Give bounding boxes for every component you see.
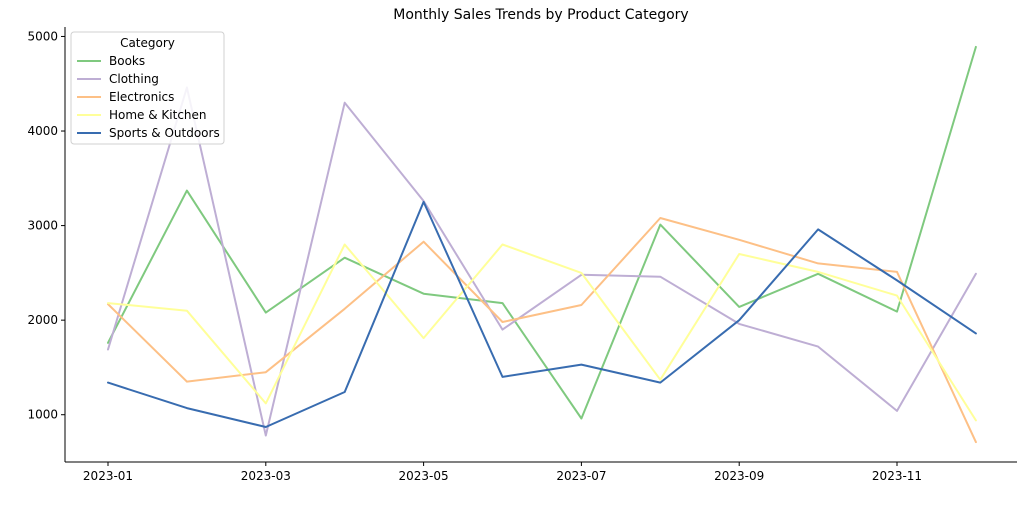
series-line-books [107, 45, 977, 420]
legend: Category Books Clothing Electronics Home & K… [70, 31, 225, 145]
legend-entry: Books [109, 54, 145, 68]
y-tick-label: 2000 [27, 313, 58, 327]
legend-entry: Home & Kitchen [109, 108, 207, 122]
legend-entry: Clothing [109, 72, 159, 86]
x-tick-label: 2023-07 [556, 469, 606, 483]
x-tick-label: 2023-05 [399, 469, 449, 483]
x-tick-label: 2023-09 [714, 469, 764, 483]
legend-entry: Sports & Outdoors [109, 126, 220, 140]
x-tick-label: 2023-11 [872, 469, 922, 483]
series-line-clothing [107, 86, 977, 437]
y-tick-label: 1000 [27, 408, 58, 422]
series-line-electronics [107, 217, 977, 444]
legend-title: Category [120, 36, 175, 50]
axes: 1000 2000 3000 4000 5000 2023-01 2023-03 2023-0… [27, 27, 1017, 483]
series-line-sports-outdoors [107, 200, 977, 428]
series-lines [107, 45, 977, 444]
chart-title: Monthly Sales Trends by Product Category [393, 7, 688, 23]
x-tick-label: 2023-01 [83, 469, 133, 483]
y-tick-label: 5000 [27, 29, 58, 43]
y-tick-label: 4000 [27, 124, 58, 138]
legend-entry: Electronics [109, 90, 174, 104]
series-line-home-kitchen [107, 243, 977, 422]
x-tick-label: 2023-03 [241, 469, 291, 483]
y-tick-label: 3000 [27, 219, 58, 233]
legend-box [70, 31, 225, 145]
